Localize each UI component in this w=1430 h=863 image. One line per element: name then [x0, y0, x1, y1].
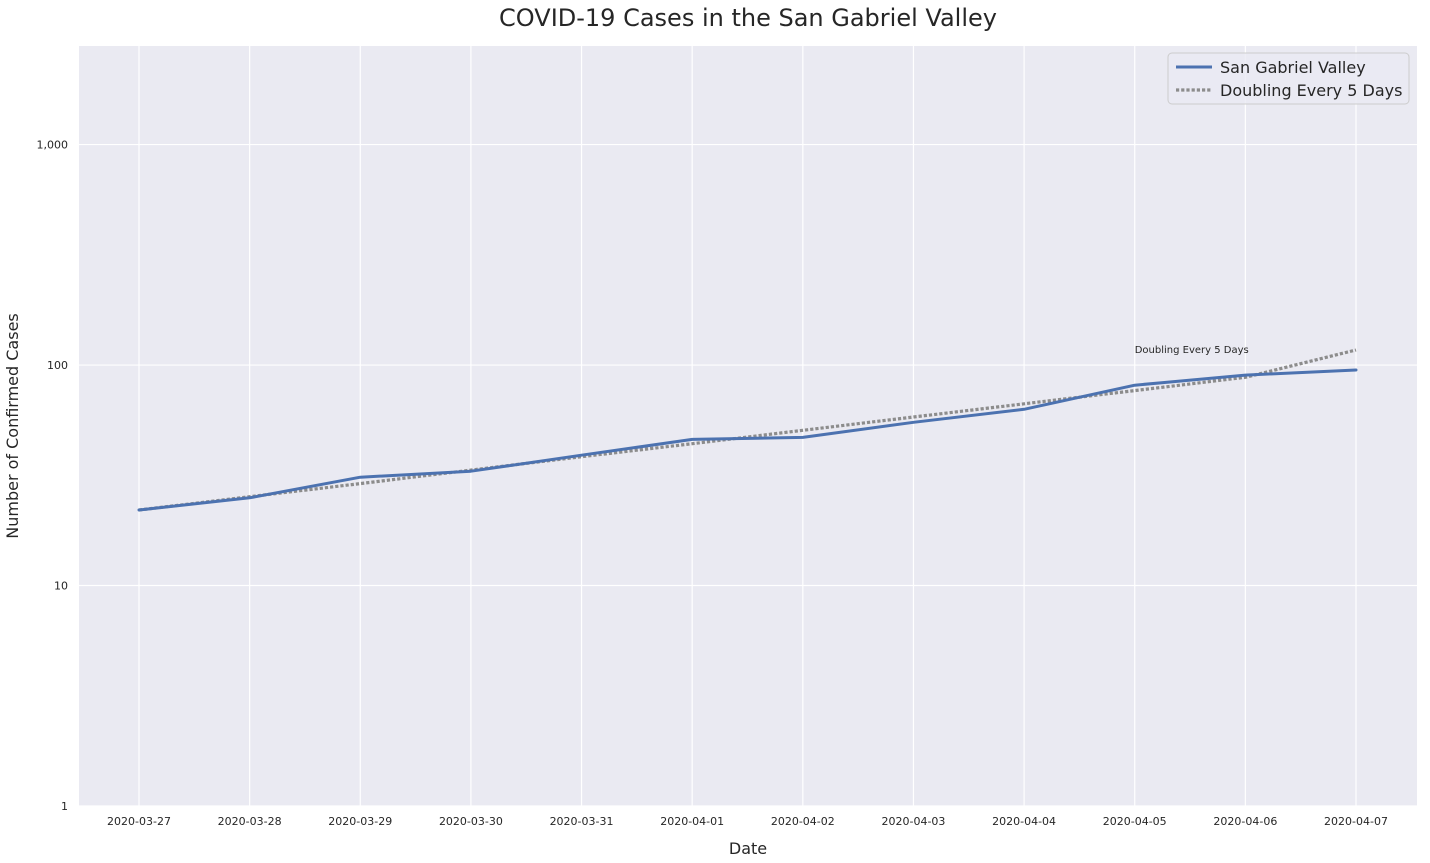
plot-area [79, 46, 1417, 806]
x-axis-label: Date [729, 839, 767, 858]
legend-box [1167, 52, 1410, 105]
x-tick-label: 2020-03-30 [439, 815, 503, 828]
gridlines [79, 46, 1417, 807]
legend-label-doubling-every-5-days: Doubling Every 5 Days [1220, 81, 1402, 100]
x-tick-label: 2020-03-28 [218, 815, 282, 828]
annotation-label: Doubling Every 5 Days [1135, 345, 1249, 356]
x-tick-label: 2020-03-27 [107, 815, 171, 828]
x-tick-label: 2020-04-07 [1324, 815, 1388, 828]
series-lines [137, 348, 1358, 512]
x-tick-label: 2020-04-03 [881, 815, 945, 828]
legend-label-san-gabriel-valley: San Gabriel Valley [1220, 58, 1366, 77]
y-axis-ticks: 1 10 100 1,000 [37, 139, 69, 813]
chart-title: COVID-19 Cases in the San Gabriel Valley [499, 4, 997, 32]
y-tick-label: 1,000 [37, 139, 69, 152]
y-tick-label: 10 [54, 580, 68, 593]
y-tick-label: 1 [61, 800, 68, 813]
x-tick-label: 2020-03-31 [550, 815, 614, 828]
x-axis-ticks: 2020-03-27 2020-03-28 2020-03-29 2020-03-30… [107, 815, 1388, 828]
y-tick-label: 100 [47, 359, 68, 372]
x-tick-label: 2020-04-02 [771, 815, 835, 828]
y-axis-label: Number of Confirmed Cases [3, 313, 22, 539]
chart-annotations: Doubling Every 5 Days [1135, 345, 1249, 356]
x-tick-label: 2020-04-04 [992, 815, 1056, 828]
x-tick-label: 2020-03-29 [328, 815, 392, 828]
series-line-doubling-every-5-days [138, 348, 1357, 512]
x-tick-label: 2020-04-05 [1103, 815, 1167, 828]
series-line-san-gabriel-valley [137, 368, 1358, 512]
x-tick-label: 2020-04-06 [1213, 815, 1277, 828]
legend: San Gabriel Valley Doubling Every 5 Days [1167, 52, 1410, 105]
x-tick-label: 2020-04-01 [660, 815, 724, 828]
